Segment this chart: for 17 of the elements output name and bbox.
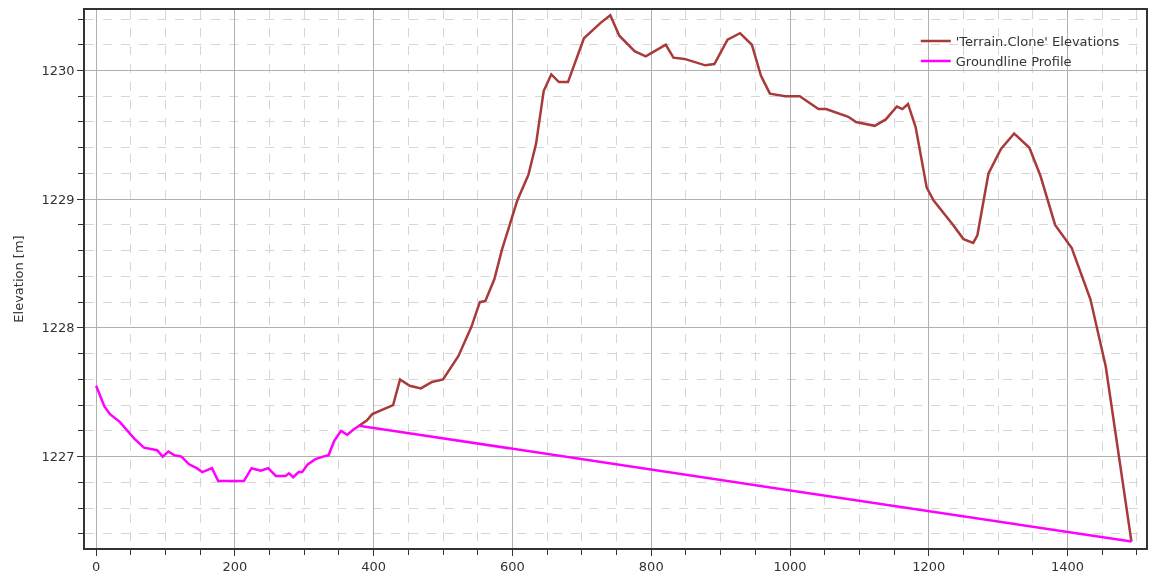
x-tick-label: 0 bbox=[91, 559, 101, 575]
y-tick-label: 1227 bbox=[41, 449, 75, 465]
y-tick-label: 1228 bbox=[41, 320, 75, 336]
line-series bbox=[94, 384, 1133, 543]
x-tick-label: 200 bbox=[222, 559, 248, 575]
x-tick-label: 1000 bbox=[773, 559, 807, 575]
line-series bbox=[357, 13, 1133, 543]
legend-label: Groundline Profile bbox=[955, 54, 1072, 70]
y-tick-label: 1230 bbox=[41, 63, 75, 79]
x-tick-label: 1400 bbox=[1051, 559, 1085, 575]
legend-label: 'Terrain.Clone' Elevations bbox=[955, 34, 1120, 50]
x-tick-label: 800 bbox=[638, 559, 664, 575]
y-axis-title: Elevation [m] bbox=[11, 235, 27, 323]
y-tick-label: 1229 bbox=[41, 191, 75, 207]
x-tick-label: 600 bbox=[500, 559, 525, 575]
x-tick-label: 1200 bbox=[912, 559, 946, 575]
x-tick-label: 400 bbox=[361, 559, 387, 575]
